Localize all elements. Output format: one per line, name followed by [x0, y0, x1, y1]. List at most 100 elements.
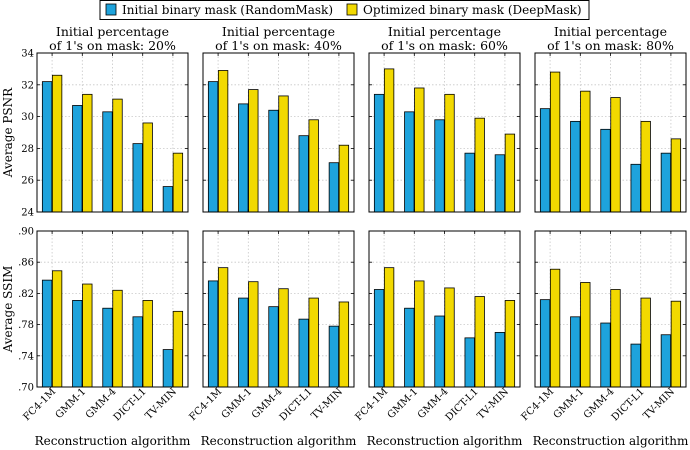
y-tick-label: 28 [21, 144, 34, 155]
subplot-psnr-2 [202, 52, 355, 213]
bar-deep-ssim [670, 300, 682, 388]
x-tick-label: DICT-L1 [610, 386, 647, 423]
axes-frame [36, 230, 189, 388]
y-axis-label-ssim: Average SSIM [1, 266, 15, 354]
bar-random-psnr [102, 111, 113, 213]
axes-frame [202, 230, 355, 388]
bar-random-ssim [630, 343, 641, 388]
x-tick-label: TV-MIN [143, 386, 179, 422]
bar-deep-psnr [504, 133, 516, 213]
bar-deep-psnr [112, 98, 123, 213]
axes-frame [534, 52, 687, 213]
bar-random-psnr [162, 186, 174, 213]
bar-deep-ssim [248, 281, 259, 388]
y-tick-label: 34 [21, 49, 34, 60]
y-tick-label: .70 [18, 383, 34, 394]
y-tick-label: .82 [18, 289, 34, 300]
bar-deep-psnr [278, 95, 289, 213]
bar-deep-psnr [217, 70, 229, 213]
x-tick-label: FC4-1M [353, 386, 390, 423]
subplot-ssim-1: .70.74.78.82.86.90FC4-1MGMM-1GMM-4DICT-L… [18, 227, 189, 423]
bar-random-ssim [162, 349, 174, 388]
bar-random-ssim [268, 306, 279, 388]
legend-label-deep: Optimized binary mask (DeepMask) [363, 3, 582, 17]
bar-random-ssim [373, 289, 385, 388]
bar-random-psnr [494, 154, 506, 213]
x-axis-label: Reconstruction algorithm [35, 434, 191, 448]
bar-deep-psnr [308, 119, 319, 213]
bar-deep-ssim [278, 288, 289, 388]
bar-deep-psnr [248, 89, 259, 213]
panel-title-line2: of 1's on mask: 40% [215, 38, 342, 53]
bar-deep-ssim [474, 296, 485, 388]
legend-swatch-random [105, 3, 117, 16]
bar-deep-psnr [610, 97, 621, 213]
bar-random-psnr [41, 81, 53, 213]
bar-random-ssim [102, 307, 113, 388]
axes-frame [202, 52, 355, 213]
bar-random-ssim [660, 334, 672, 388]
y-tick-label: .74 [18, 351, 34, 362]
panel-title-line1: Initial percentage [56, 24, 169, 39]
bar-random-psnr [404, 111, 415, 213]
bar-deep-psnr [414, 87, 425, 213]
x-tick-label: TV-MIN [309, 386, 345, 422]
x-tick-label: DICT-L1 [112, 386, 149, 423]
bar-deep-psnr [640, 120, 651, 213]
bar-deep-ssim [414, 280, 425, 388]
bar-deep-ssim [338, 301, 350, 388]
bar-deep-psnr [383, 68, 395, 213]
bar-random-psnr [539, 108, 551, 213]
bar-deep-psnr [142, 122, 153, 213]
bar-random-psnr [298, 135, 309, 213]
x-axis-label: Reconstruction algorithm [533, 434, 689, 448]
y-tick-label: .78 [18, 320, 34, 331]
bar-random-psnr [600, 128, 611, 213]
panel-title-line2: of 1's on mask: 60% [381, 38, 508, 53]
bar-random-ssim [434, 315, 445, 388]
bar-random-ssim [41, 279, 53, 388]
bar-random-psnr [268, 109, 279, 213]
bar-random-psnr [570, 120, 581, 213]
bar-deep-psnr [474, 117, 485, 213]
bar-deep-ssim [549, 268, 561, 388]
bar-random-ssim [72, 300, 83, 388]
panel-title-line1: Initial percentage [554, 24, 667, 39]
bar-random-psnr [328, 162, 340, 213]
bar-random-psnr [132, 143, 143, 213]
bar-random-ssim [494, 331, 506, 388]
bar-deep-psnr [444, 93, 455, 213]
bar-random-psnr [660, 152, 672, 213]
x-axis-label: Reconstruction algorithm [367, 434, 523, 448]
bar-deep-psnr [338, 144, 350, 213]
x-tick-label: TV-MIN [475, 386, 511, 422]
x-tick-label: FC4-1M [187, 386, 224, 423]
panel-title-line1: Initial percentage [388, 24, 501, 39]
bar-deep-ssim [142, 300, 153, 388]
bar-random-ssim [570, 316, 581, 388]
y-tick-label: 32 [21, 80, 34, 91]
bar-deep-psnr [51, 74, 63, 213]
bar-random-ssim [298, 318, 309, 388]
y-axis-label-psnr: Average PSNR [1, 87, 15, 178]
legend-swatch-deep [346, 3, 358, 16]
bar-deep-ssim [82, 283, 93, 388]
axes-frame [368, 52, 521, 213]
bar-deep-psnr [172, 152, 184, 213]
x-axis-label: Reconstruction algorithm [201, 434, 357, 448]
bar-random-ssim [238, 297, 249, 388]
bar-deep-ssim [640, 297, 651, 388]
bar-deep-ssim [580, 282, 591, 388]
bar-deep-ssim [610, 289, 621, 388]
x-tick-label: DICT-L1 [444, 386, 481, 423]
bar-random-ssim [600, 322, 611, 388]
y-tick-label: .90 [18, 227, 34, 238]
legend: Initial binary mask (RandomMask) Optimiz… [99, 0, 590, 20]
bar-random-ssim [328, 325, 340, 388]
bar-random-ssim [404, 307, 415, 388]
bar-deep-psnr [82, 93, 93, 213]
panel-title-line2: of 1's on mask: 20% [49, 38, 176, 53]
bar-deep-ssim [308, 297, 319, 388]
